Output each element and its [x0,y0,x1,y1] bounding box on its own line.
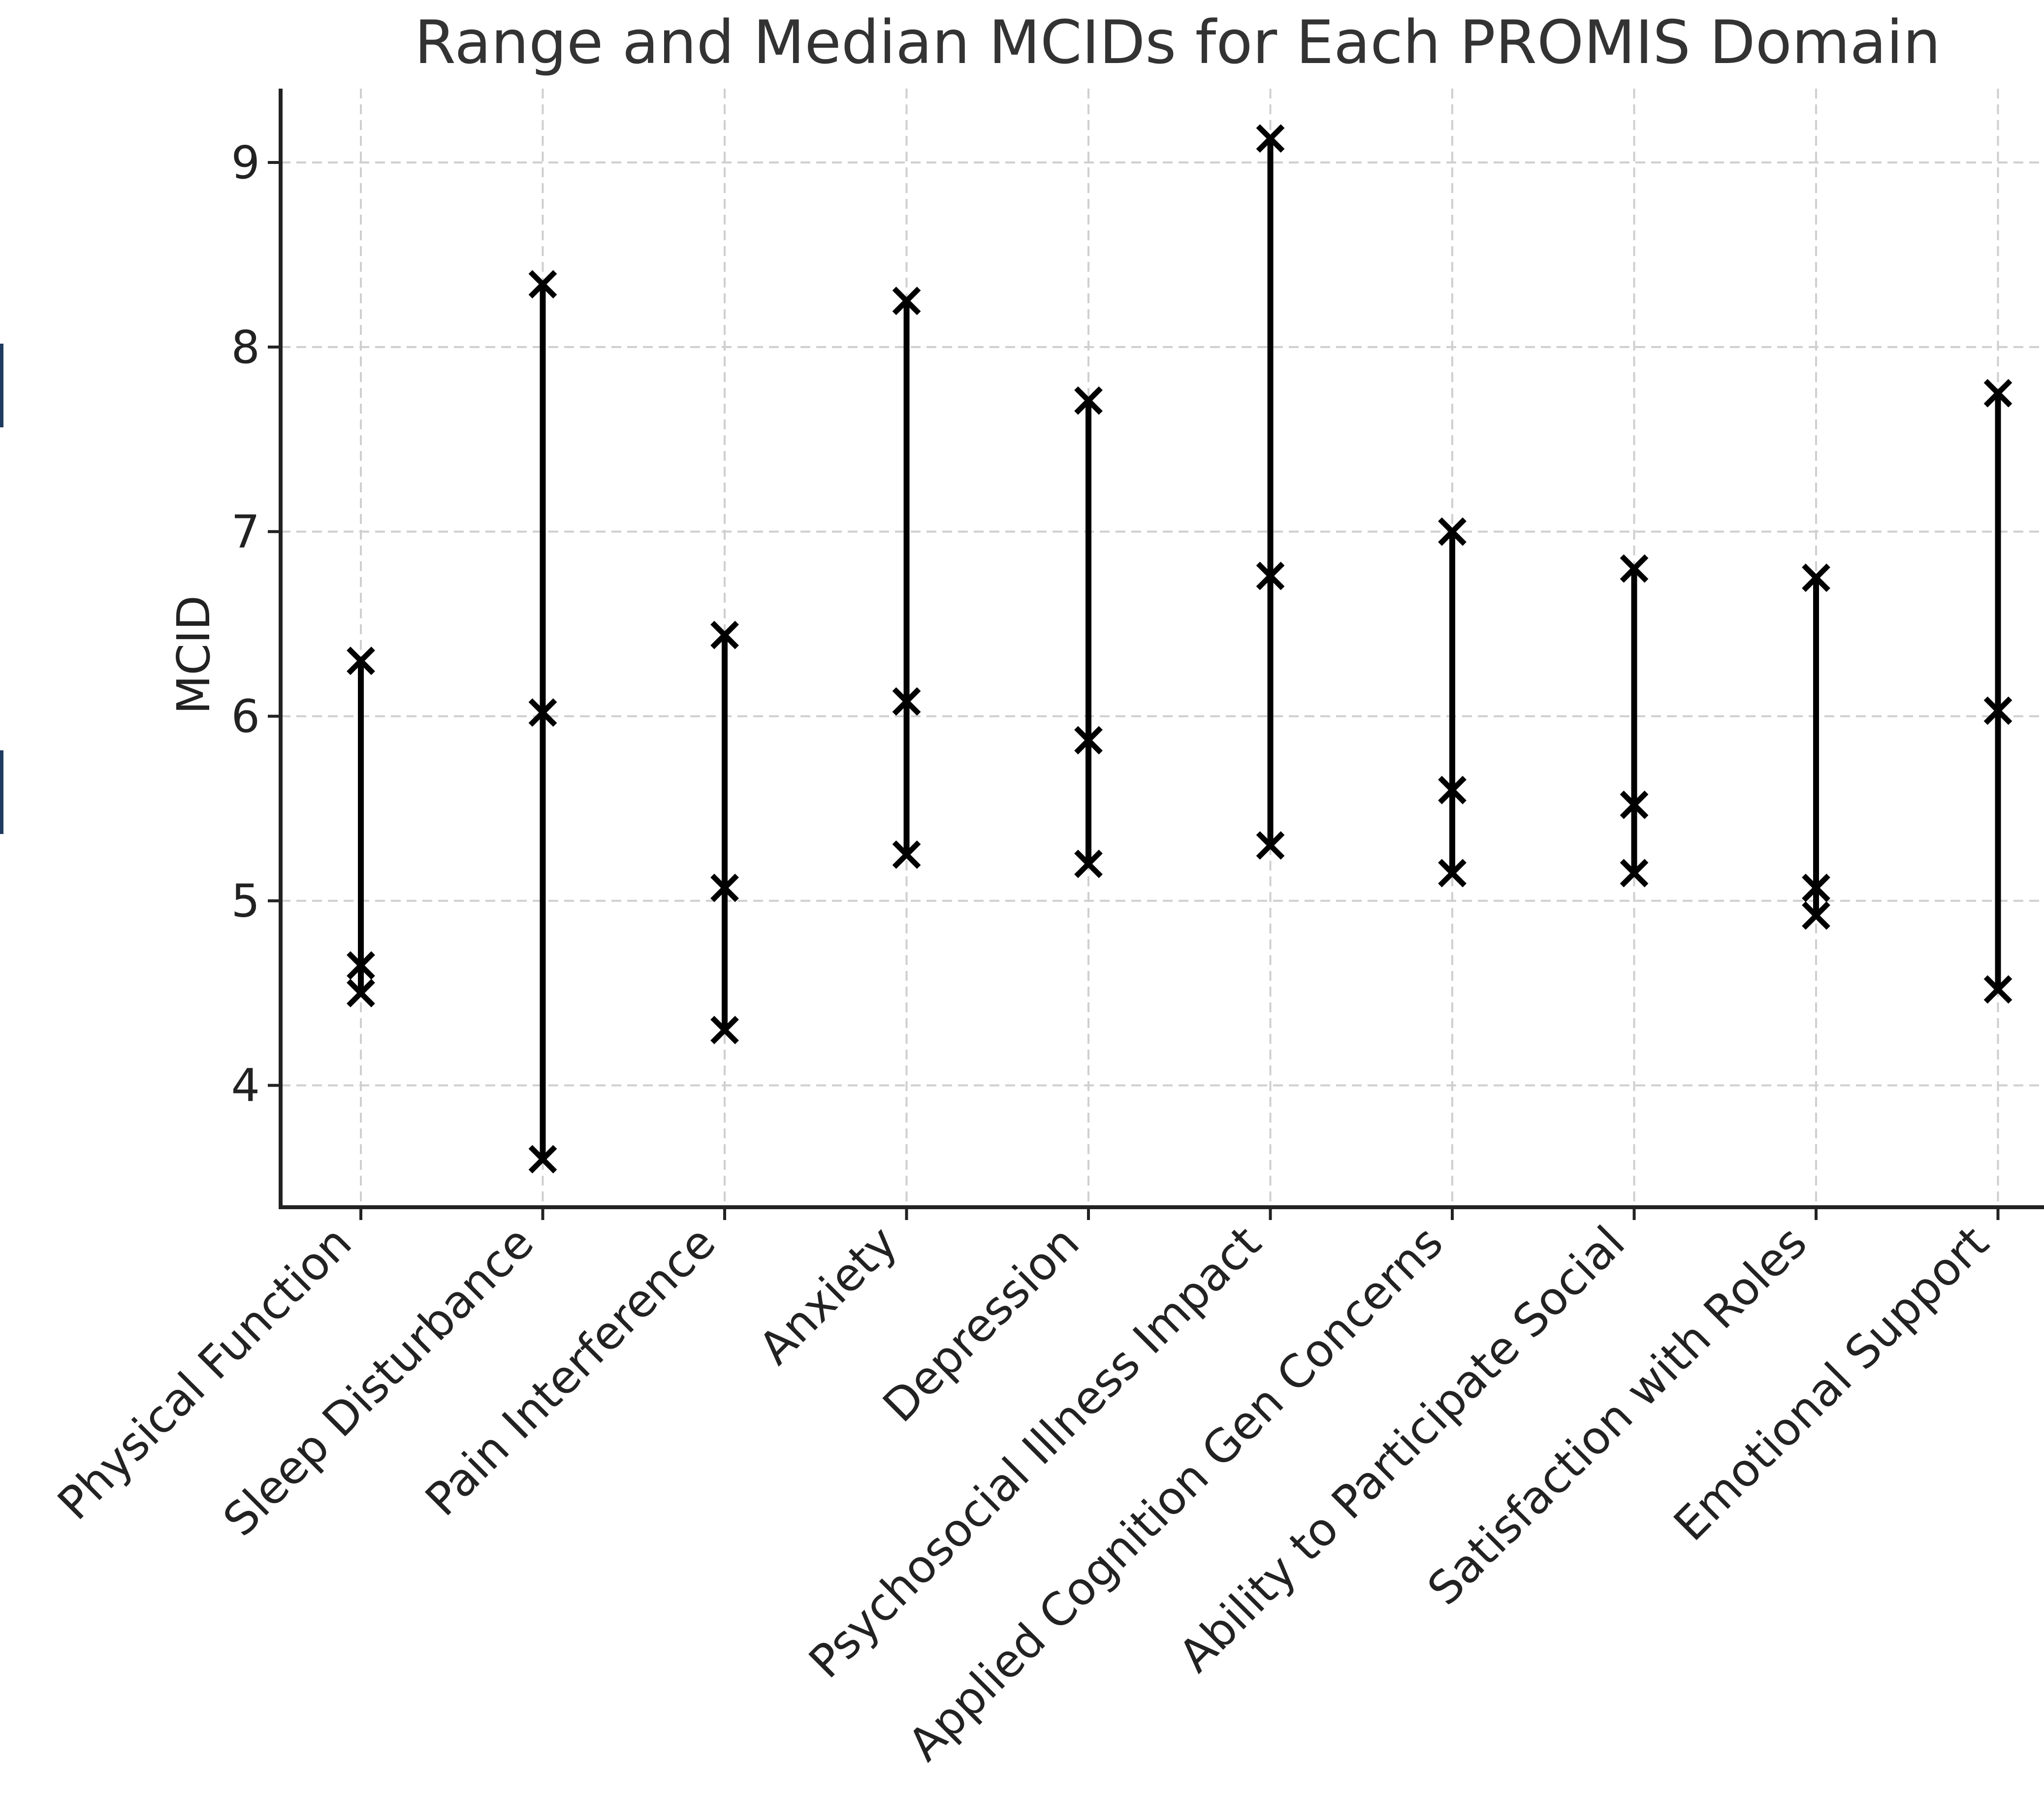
y-tick-label: 9 [231,136,260,189]
x-marker [1802,873,1830,902]
x-marker-stroke [1074,849,1103,878]
y-axis-label: MCID [167,595,220,714]
x-marker [528,1145,557,1174]
x-marker-stroke [1983,975,2012,1004]
x-marker-stroke [1802,873,1830,902]
x-marker-stroke [710,873,739,902]
x-marker-stroke [1983,696,2012,725]
x-marker [1620,554,1649,583]
x-marker [1802,563,1830,592]
x-marker-stroke [1256,831,1285,860]
chart-title: Range and Median MCIDs for Each PROMIS D… [415,8,1941,77]
x-marker [1256,124,1285,153]
x-marker-stroke [1256,561,1285,590]
y-tick-label: 8 [231,321,260,374]
x-marker [1256,831,1285,860]
x-marker-stroke [347,979,375,1007]
x-marker [710,1016,739,1044]
x-marker-stroke [1438,859,1467,888]
x-marker-stroke [892,687,921,716]
left-edge-mark-upper [0,344,3,427]
x-marker [1438,775,1467,804]
x-marker-stroke [1802,901,1830,930]
x-marker [710,620,739,649]
x-marker [1438,517,1467,546]
x-marker [528,270,557,299]
x-marker-stroke [1620,790,1649,819]
x-marker-stroke [710,620,739,649]
x-marker-stroke [528,698,557,727]
x-marker-stroke [710,1016,739,1044]
x-marker-stroke [1438,775,1467,804]
x-marker-stroke [347,646,375,675]
x-marker [1983,696,2012,725]
y-tick-label: 5 [231,875,260,928]
x-tick-label: Satisfaction with Roles [1418,1216,1817,1615]
axes [279,89,2044,1209]
x-tick-label: Physical Function [48,1216,362,1530]
x-marker [892,687,921,716]
x-marker-stroke [347,951,375,980]
x-marker [892,840,921,869]
x-marker-stroke [1256,124,1285,153]
x-marker [1074,726,1103,755]
x-marker [347,646,375,675]
x-marker-stroke [892,840,921,869]
x-marker [892,287,921,316]
x-marker [1074,849,1103,878]
data-marks [347,124,2012,1174]
y-tick-label: 6 [231,690,260,743]
x-marker-stroke [1074,386,1103,415]
x-marker-stroke [892,287,921,316]
x-marker [1074,386,1103,415]
x-marker [347,979,375,1007]
x-marker-stroke [1983,379,2012,408]
x-marker [1438,859,1467,888]
x-marker-stroke [1074,726,1103,755]
x-marker [1256,561,1285,590]
x-tick-label: Sleep Disturbance [213,1216,543,1546]
x-marker-stroke [528,270,557,299]
x-marker [1620,859,1649,888]
x-marker-stroke [1438,517,1467,546]
x-marker [1983,379,2012,408]
x-marker [1983,975,2012,1004]
x-marker [1802,901,1830,930]
y-ticks: 4 5 6 7 8 9 [231,136,2000,1220]
x-marker-stroke [1802,563,1830,592]
x-marker [710,873,739,902]
x-marker [347,951,375,980]
y-tick-label: 4 [231,1060,260,1112]
x-marker-stroke [1620,859,1649,888]
x-tick-label: Anxiety [749,1216,907,1375]
x-tick-label: Emotional Support [1664,1216,1999,1551]
y-tick-label: 7 [231,506,260,558]
left-edge-mark-lower [0,750,3,834]
x-marker-stroke [528,1145,557,1174]
x-marker [1620,790,1649,819]
x-marker [528,698,557,727]
x-marker-stroke [1620,554,1649,583]
